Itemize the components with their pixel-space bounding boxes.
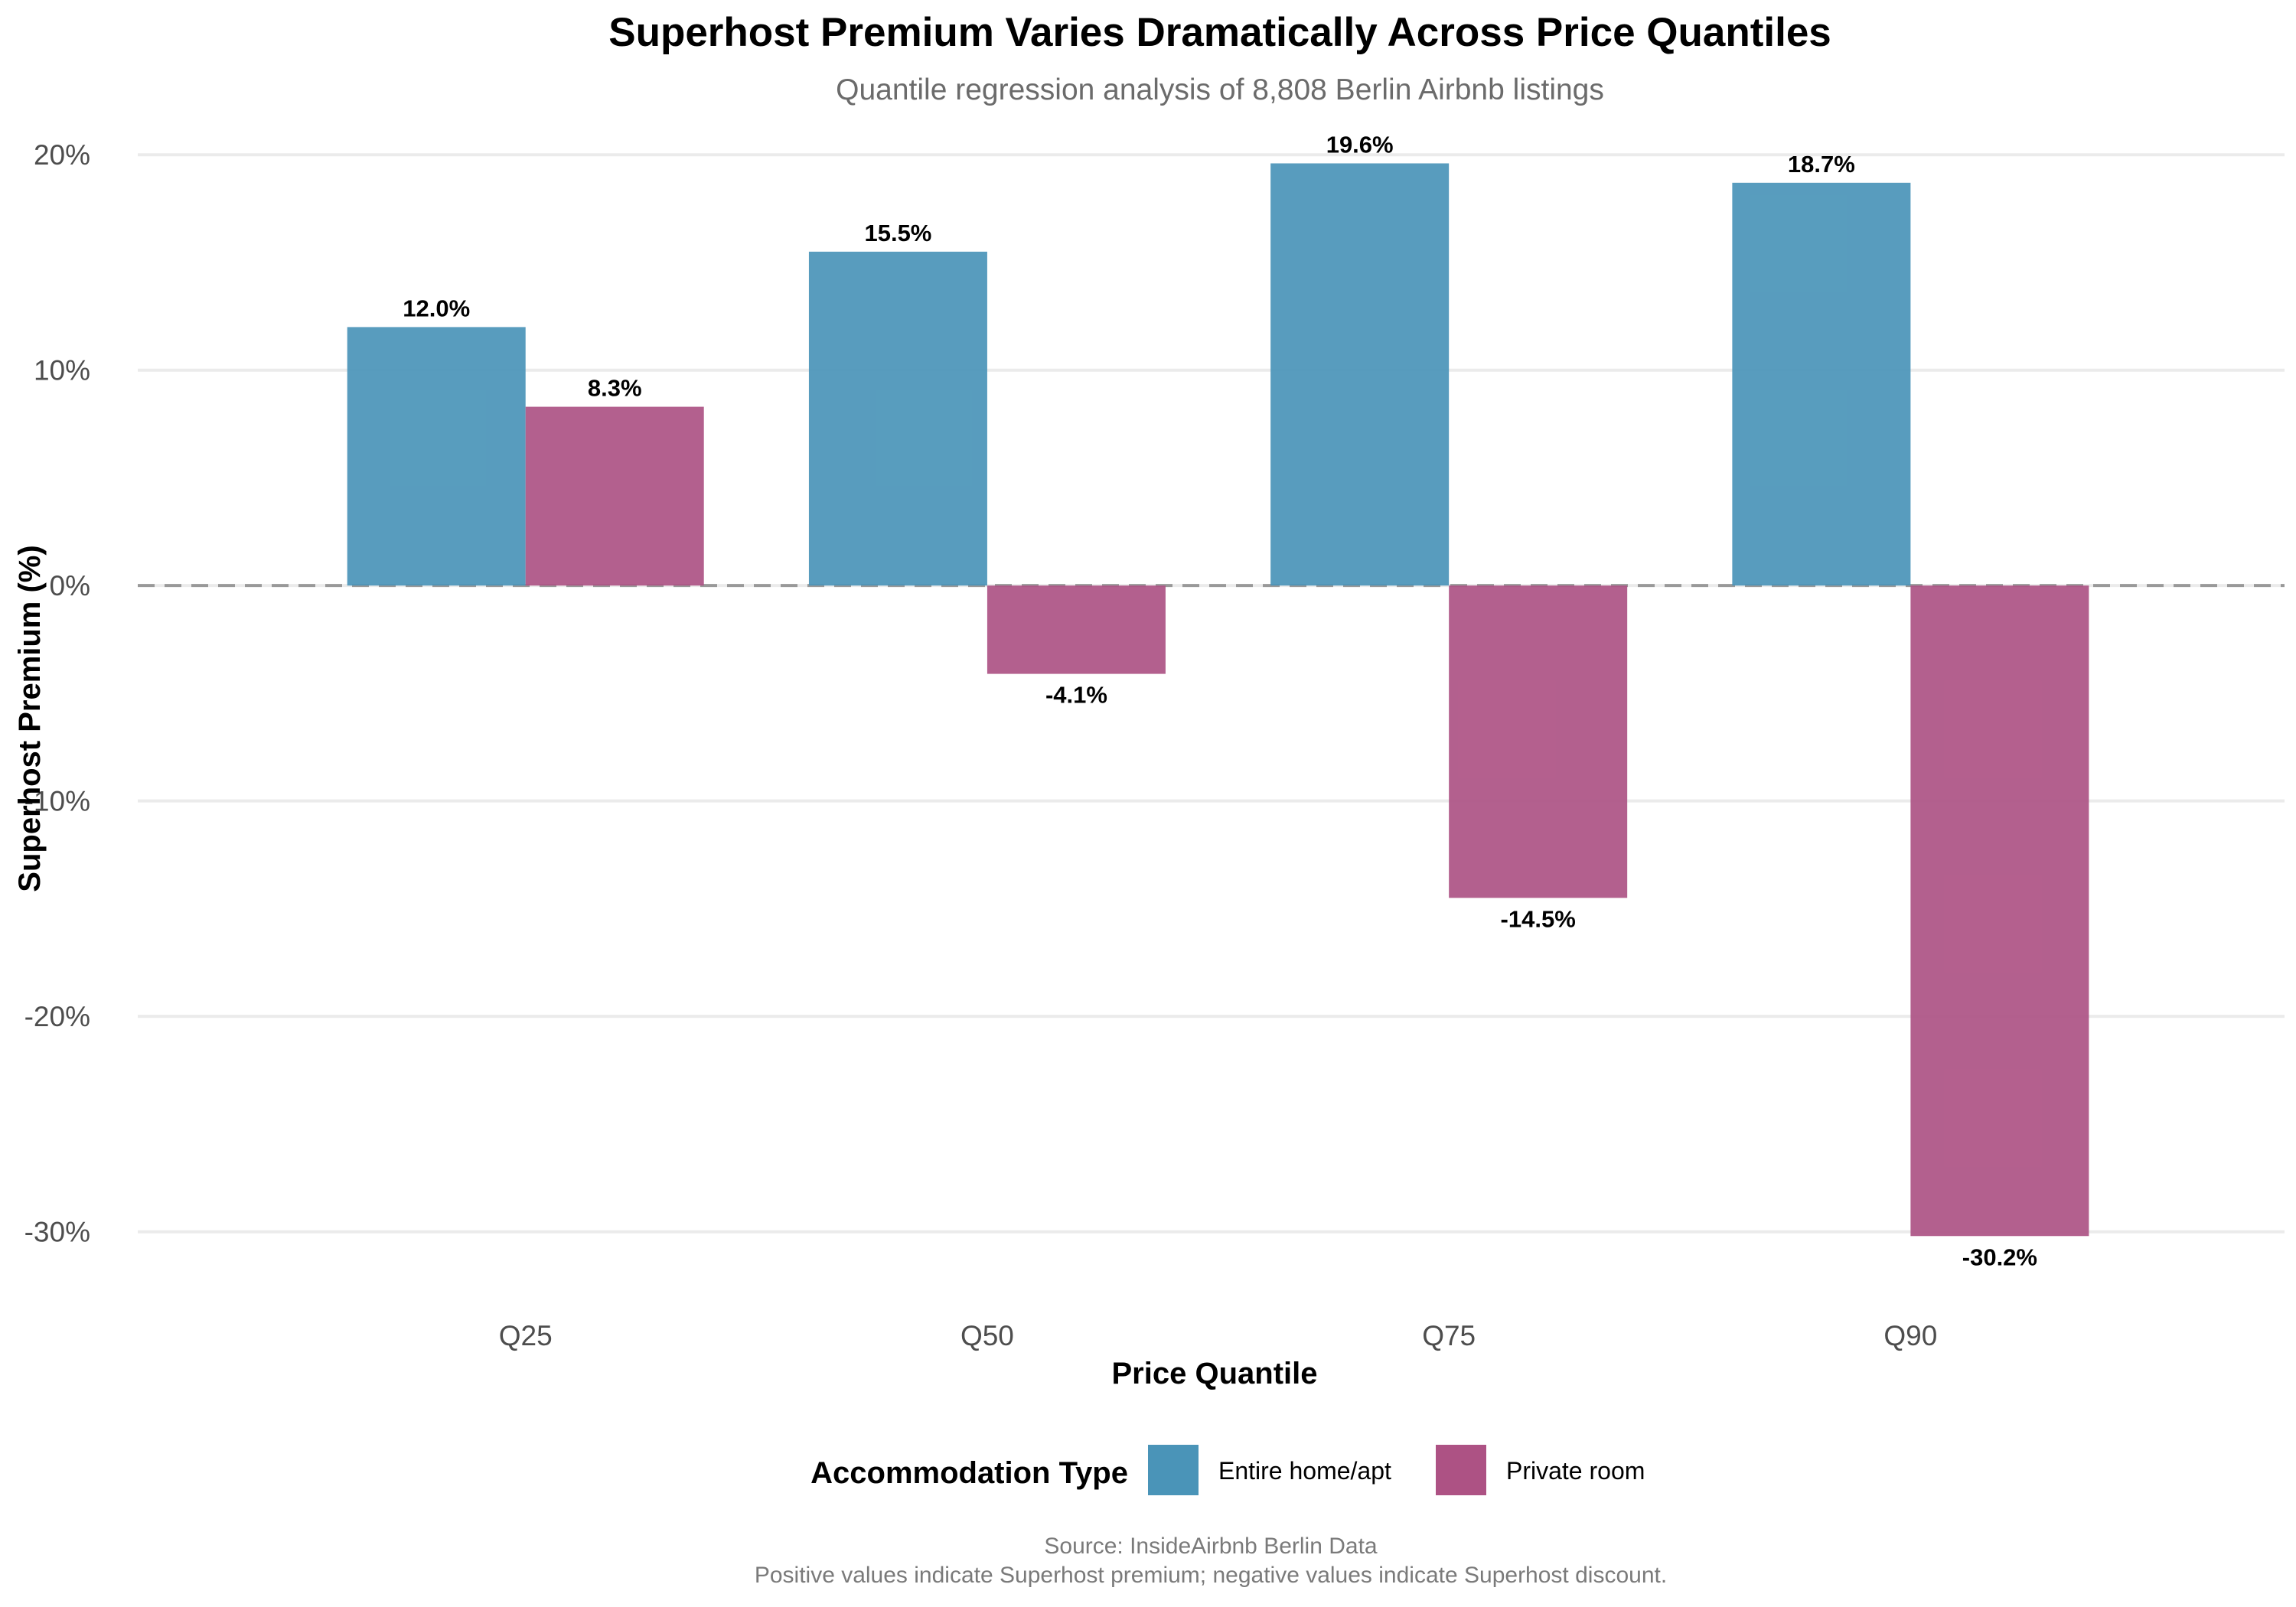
bar-q75-private-room	[1449, 585, 1628, 898]
x-tick-label-q50: Q50	[960, 1320, 1014, 1351]
data-label-q75-private-room: -14.5%	[1501, 905, 1576, 932]
bar-q75-entire-home-apt	[1270, 163, 1450, 586]
chart-subtitle: Quantile regression analysis of 8,808 Be…	[836, 73, 1604, 106]
data-label-q25-private-room: 8.3%	[588, 375, 642, 402]
data-label-q75-entire-home-apt: 19.6%	[1326, 131, 1394, 158]
caption-note: Positive values indicate Superhost premi…	[755, 1563, 1667, 1588]
data-label-q90-private-room: -30.2%	[1962, 1244, 2037, 1270]
legend-label-private-room: Private room	[1506, 1457, 1645, 1485]
legend-swatch-entire-home	[1148, 1445, 1199, 1495]
bar-q50-private-room	[987, 585, 1166, 674]
y-tick-label: -20%	[24, 1001, 90, 1032]
bar-q90-entire-home-apt	[1732, 182, 1911, 586]
y-axis-ticks: 20% 10% 0% -10% -20% -30%	[24, 139, 90, 1247]
data-label-q50-private-room: -4.1%	[1045, 682, 1107, 709]
x-tick-label-q90: Q90	[1883, 1320, 1937, 1351]
y-tick-label: 20%	[34, 139, 90, 171]
y-tick-label: 10%	[34, 355, 90, 386]
y-tick-label: -10%	[24, 786, 90, 817]
y-axis-title: Superhost Premium (%)	[13, 545, 47, 892]
y-tick-label: 0%	[50, 570, 90, 601]
legend: Accommodation Type Entire home/apt Priva…	[810, 1445, 1645, 1495]
x-tick-label-q25: Q25	[499, 1320, 553, 1351]
x-axis-title: Price Quantile	[1112, 1357, 1318, 1390]
legend-label-entire-home: Entire home/apt	[1218, 1457, 1391, 1485]
chart-title: Superhost Premium Varies Dramatically Ac…	[608, 10, 1831, 55]
bar-q90-private-room	[1910, 585, 2089, 1237]
x-axis-ticks: Q25 Q50 Q75 Q90	[499, 1320, 1938, 1351]
data-labels: 12.0% 8.3% 15.5% -4.1% 19.6% -14.5% 18.7% -30.2…	[403, 131, 2037, 1270]
y-tick-label: -30%	[24, 1217, 90, 1248]
bars	[347, 163, 2089, 1237]
data-label-q50-entire-home-apt: 15.5%	[864, 220, 931, 246]
bar-q50-entire-home-apt	[808, 251, 987, 586]
legend-title: Accommodation Type	[810, 1456, 1128, 1490]
caption-source: Source: InsideAirbnb Berlin Data	[1044, 1534, 1378, 1559]
x-tick-label-q75: Q75	[1422, 1320, 1476, 1351]
data-label-q90-entire-home-apt: 18.7%	[1788, 151, 1855, 178]
legend-swatch-private-room	[1436, 1445, 1486, 1495]
bar-q25-private-room	[525, 406, 704, 586]
data-label-q25-entire-home-apt: 12.0%	[403, 295, 470, 321]
bar-q25-entire-home-apt	[347, 327, 526, 586]
